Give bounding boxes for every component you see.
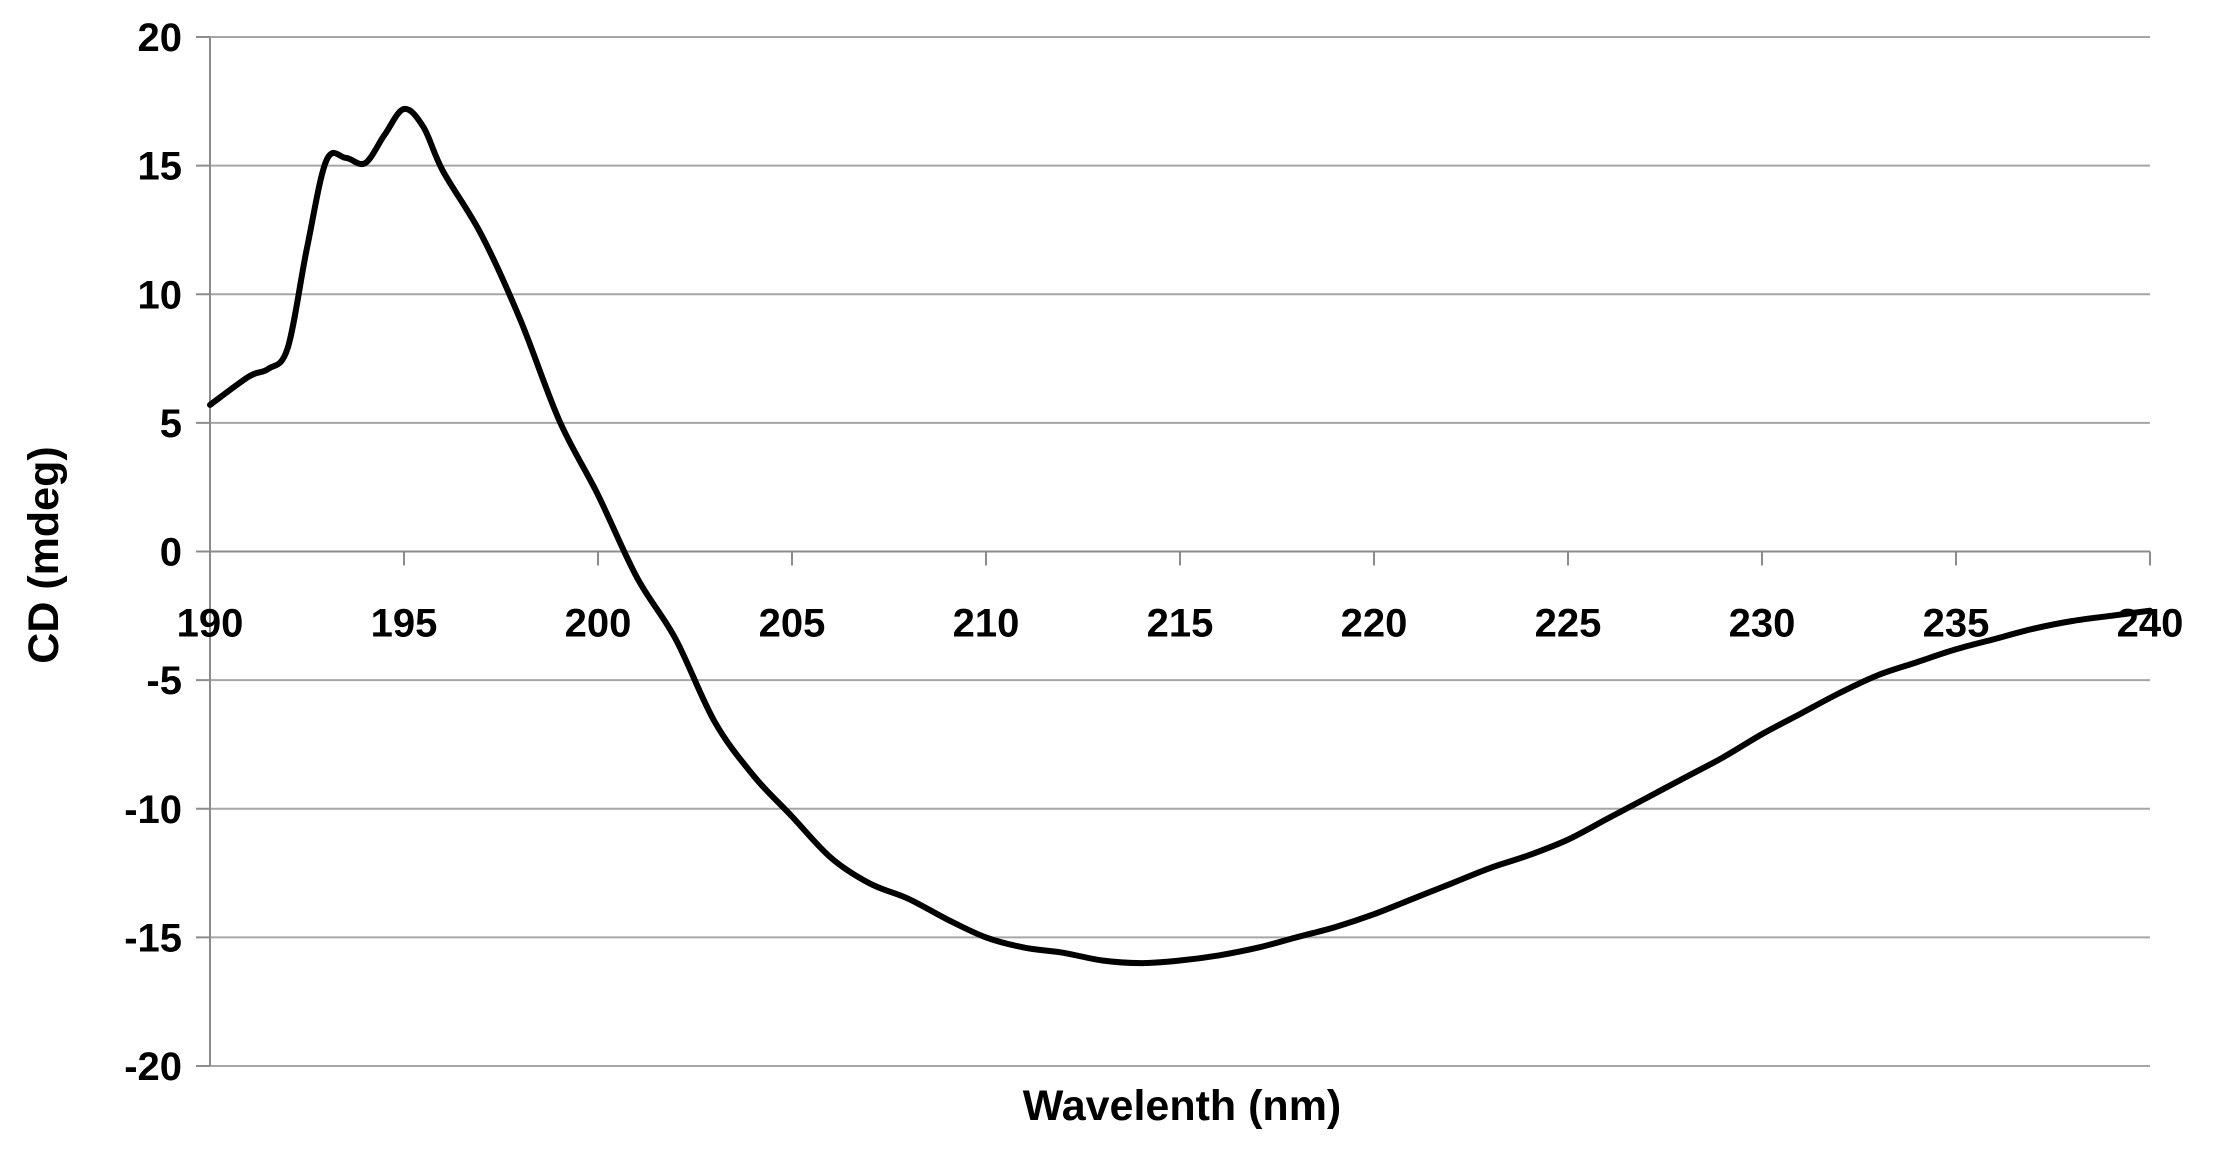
x-tick-label: 210 xyxy=(953,602,1020,646)
y-axis-title: CD (mdeg) xyxy=(20,446,68,663)
x-tick-label: 215 xyxy=(1147,602,1214,646)
x-axis-title: Wavelenth (nm) xyxy=(1023,1082,1342,1130)
gridlines xyxy=(210,36,2150,1067)
y-axis-tick-labels: 20 15 10 5 0 -5 -10 -15 -20 xyxy=(124,16,182,1089)
x-tick-label: 195 xyxy=(371,602,438,646)
x-tick-label: 190 xyxy=(177,602,244,646)
y-tick-label: 10 xyxy=(138,273,183,317)
y-tick-label: 20 xyxy=(138,16,183,60)
y-tick-label: -20 xyxy=(124,1045,182,1089)
x-axis-tick-labels: 190 195 200 205 210 215 220 225 230 235 240 xyxy=(177,602,2184,646)
axes xyxy=(196,36,2151,1067)
y-tick-label: 5 xyxy=(160,402,182,446)
y-tick-label: 15 xyxy=(138,145,183,189)
y-tick-label: -10 xyxy=(124,788,182,832)
data-series xyxy=(207,105,2153,967)
y-tick-label: -15 xyxy=(124,916,182,960)
x-tick-label: 225 xyxy=(1535,602,1602,646)
y-tick-label: -5 xyxy=(146,659,182,703)
x-tick-label: 205 xyxy=(759,602,826,646)
x-tick-label: 220 xyxy=(1341,602,1408,646)
x-tick-label: 235 xyxy=(1923,602,1990,646)
x-tick-label: 200 xyxy=(565,602,632,646)
cd-spectrum-line xyxy=(207,105,2153,967)
x-tick-label: 230 xyxy=(1729,602,1796,646)
y-tick-label: 0 xyxy=(160,531,182,575)
